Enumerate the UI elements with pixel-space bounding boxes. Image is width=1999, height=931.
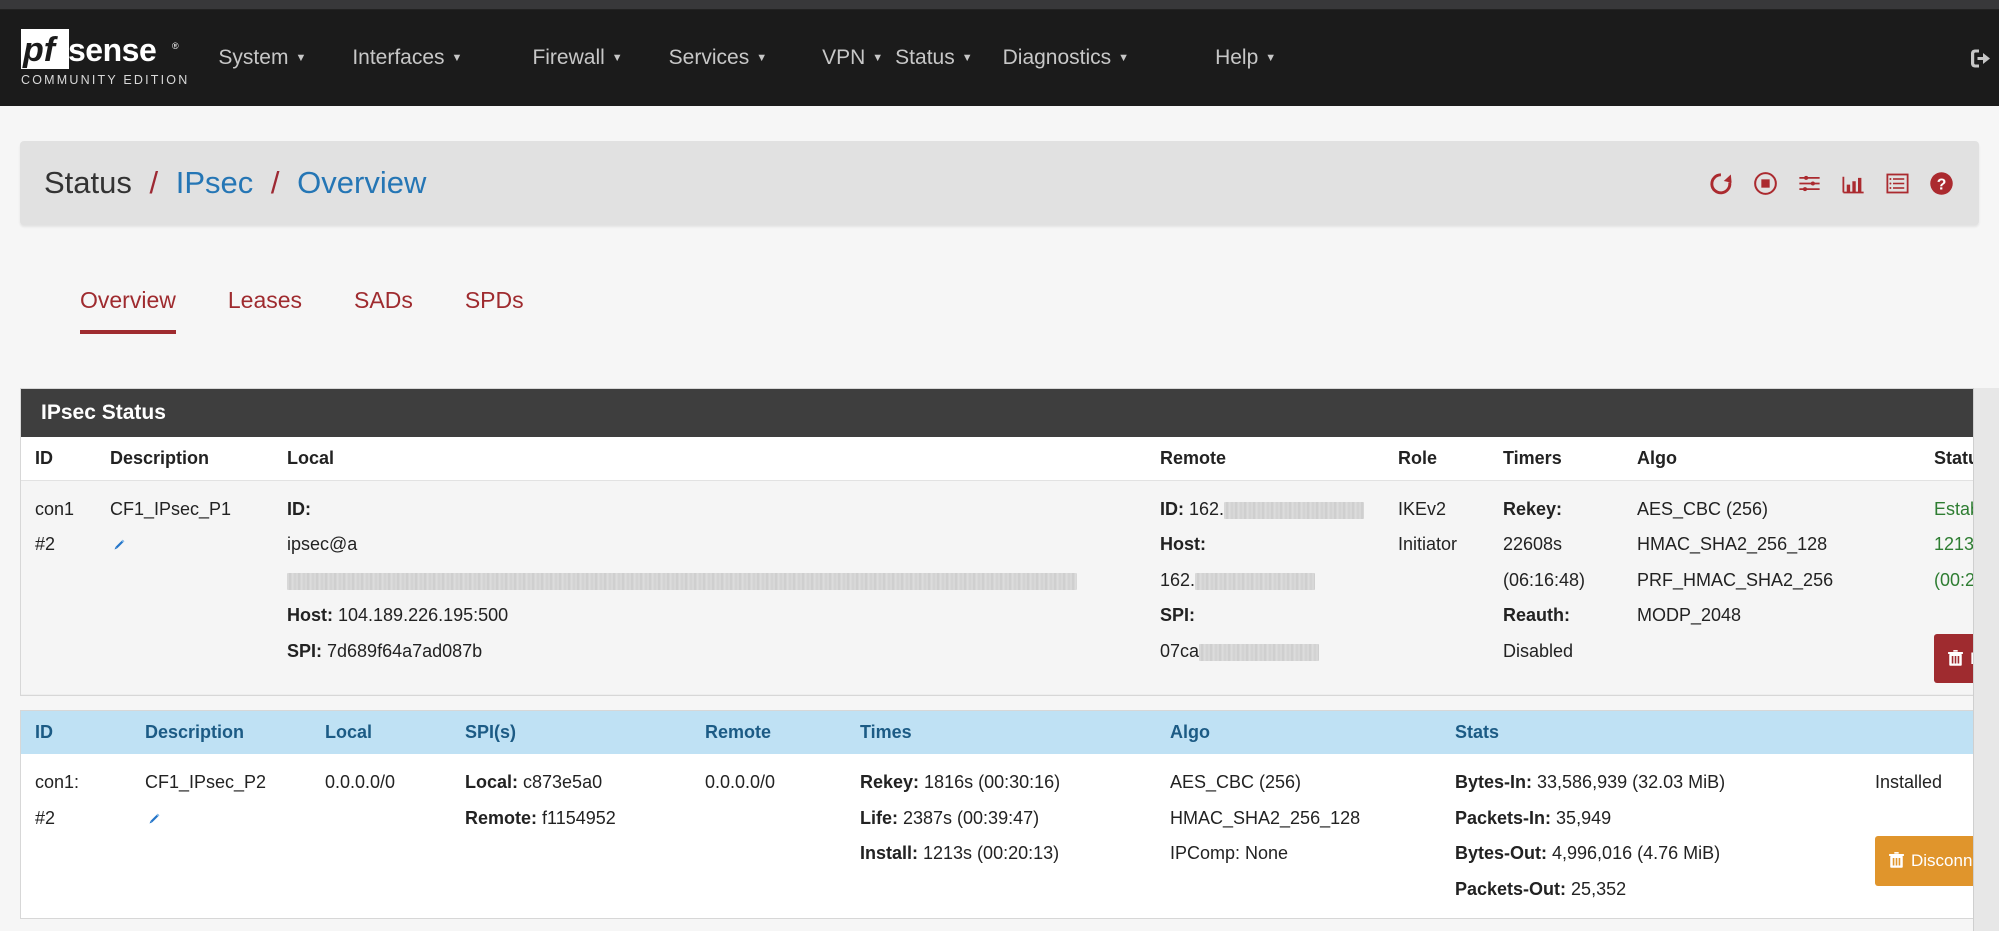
svg-text:?: ? (1937, 176, 1947, 193)
svg-text:sense: sense (68, 32, 156, 68)
svg-text:®: ® (172, 41, 179, 51)
svg-text:pf: pf (22, 31, 59, 69)
